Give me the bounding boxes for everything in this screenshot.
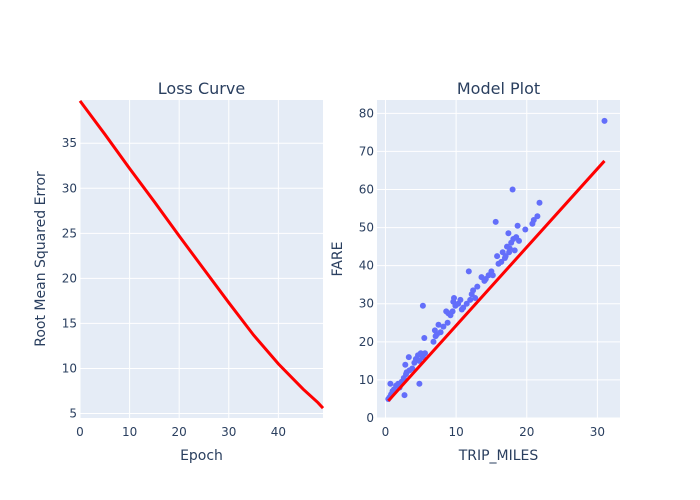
model-plot-data-point — [498, 258, 505, 265]
loss-curve-y-tick-label: 20 — [62, 271, 77, 285]
model-plot-fit-line — [387, 159, 606, 402]
model-plot-data-point — [460, 304, 467, 311]
loss-curve-series-line — [78, 100, 325, 410]
model-plot-title: Model Plot — [457, 79, 540, 98]
model-plot-data-point — [402, 361, 409, 368]
loss-curve-title: Loss Curve — [158, 79, 245, 98]
model-plot-plot-area — [377, 100, 620, 418]
model-plot-data-point — [601, 117, 608, 124]
model-plot-data-point — [421, 335, 428, 341]
loss-curve-x-tick-label: 30 — [221, 425, 236, 439]
model-plot-data-point — [505, 230, 512, 237]
model-plot-subplot: 0 10 20 30 0 10 20 30 40 50 60 70 80 Model Plot TRIP… — [330, 79, 620, 464]
model-plot-data-point — [534, 213, 541, 220]
model-plot-data-point — [467, 296, 474, 303]
model-plot-data-point — [440, 323, 447, 330]
model-plot-data-point — [494, 253, 501, 260]
model-plot-x-tick-label: 0 — [382, 425, 390, 439]
model-plot-data-point — [444, 319, 451, 326]
model-plot-y-tick-label: 70 — [359, 144, 374, 158]
model-plot-data-point — [506, 249, 513, 256]
model-plot-x-tick-label: 20 — [519, 425, 534, 439]
loss-curve-plot-area — [80, 100, 323, 418]
model-plot-data-point — [457, 296, 464, 303]
model-plot-data-point — [435, 321, 442, 328]
model-plot-y-tick-label: 30 — [359, 297, 374, 311]
model-plot-data-point — [502, 253, 509, 260]
loss-curve-x-tick-label: 20 — [172, 425, 187, 439]
loss-curve-y-tick-label: 35 — [62, 136, 77, 150]
loss-curve-gridlines — [79, 100, 323, 418]
model-plot-y-tick-label: 10 — [359, 373, 374, 387]
model-plot-data-point — [472, 295, 479, 301]
model-plot-data-point — [516, 237, 522, 244]
loss-curve-x-axis-title: Epoch — [180, 448, 223, 464]
model-plot-data-point — [470, 287, 477, 294]
model-plot-data-point — [511, 247, 518, 254]
model-plot-data-point — [409, 365, 416, 372]
model-plot-y-tick-label: 50 — [359, 221, 374, 235]
model-plot-data-point — [437, 329, 444, 336]
model-plot-data-point — [449, 308, 456, 315]
model-plot-y-tick-label: 80 — [359, 106, 374, 120]
loss-curve-x-tick-label: 10 — [122, 425, 137, 439]
model-plot-data-point — [514, 222, 521, 229]
loss-curve-y-tick-label: 5 — [69, 406, 77, 420]
model-plot-y-tick-label: 60 — [359, 182, 374, 196]
model-plot-x-tick-label: 10 — [448, 425, 463, 439]
loss-curve-y-tick-label: 25 — [62, 226, 77, 240]
loss-curve-y-tick-label: 15 — [62, 316, 77, 330]
model-plot-data-point — [419, 302, 426, 309]
model-plot-ticks: 0 10 20 30 0 10 20 30 40 50 60 70 80 — [359, 106, 605, 439]
model-plot-x-axis-title: TRIP_MILES — [458, 448, 539, 464]
model-plot-data-point — [401, 392, 408, 399]
model-plot-data-point — [530, 217, 537, 223]
loss-curve-y-tick-label: 10 — [62, 361, 77, 375]
model-plot-data-point — [430, 338, 437, 345]
model-plot-marks — [385, 117, 608, 402]
model-plot-data-point — [422, 350, 428, 357]
model-plot-data-point — [509, 186, 516, 193]
model-plot-x-tick-label: 30 — [590, 425, 605, 439]
model-plot-data-point — [489, 272, 496, 279]
loss-curve-ticks: 0 10 20 30 40 5 10 15 20 25 30 35 — [62, 136, 286, 439]
loss-curve-marks — [78, 100, 325, 410]
model-plot-data-point — [405, 354, 412, 361]
model-plot-y-tick-label: 20 — [359, 335, 374, 349]
loss-curve-y-axis-title: Root Mean Squared Error — [33, 171, 49, 347]
model-plot-data-point — [536, 199, 543, 206]
model-plot-y-axis-title: FARE — [330, 242, 346, 277]
model-plot-data-point — [492, 218, 499, 225]
loss-curve-x-tick-label: 40 — [271, 425, 286, 439]
model-plot-y-tick-label: 40 — [359, 259, 374, 273]
model-plot-data-point — [416, 357, 423, 364]
model-plot-data-point — [465, 268, 472, 275]
model-plot-data-point — [463, 300, 470, 307]
model-plot-data-point — [416, 380, 423, 387]
loss-curve-y-tick-label: 30 — [62, 181, 77, 195]
model-plot-y-tick-label: 0 — [366, 411, 374, 425]
model-plot-data-point — [387, 380, 394, 387]
model-plot-data-point — [474, 283, 481, 290]
model-plot-data-point — [451, 295, 457, 301]
loss-curve-x-tick-label: 0 — [76, 425, 84, 439]
model-plot-data-point — [522, 226, 529, 233]
